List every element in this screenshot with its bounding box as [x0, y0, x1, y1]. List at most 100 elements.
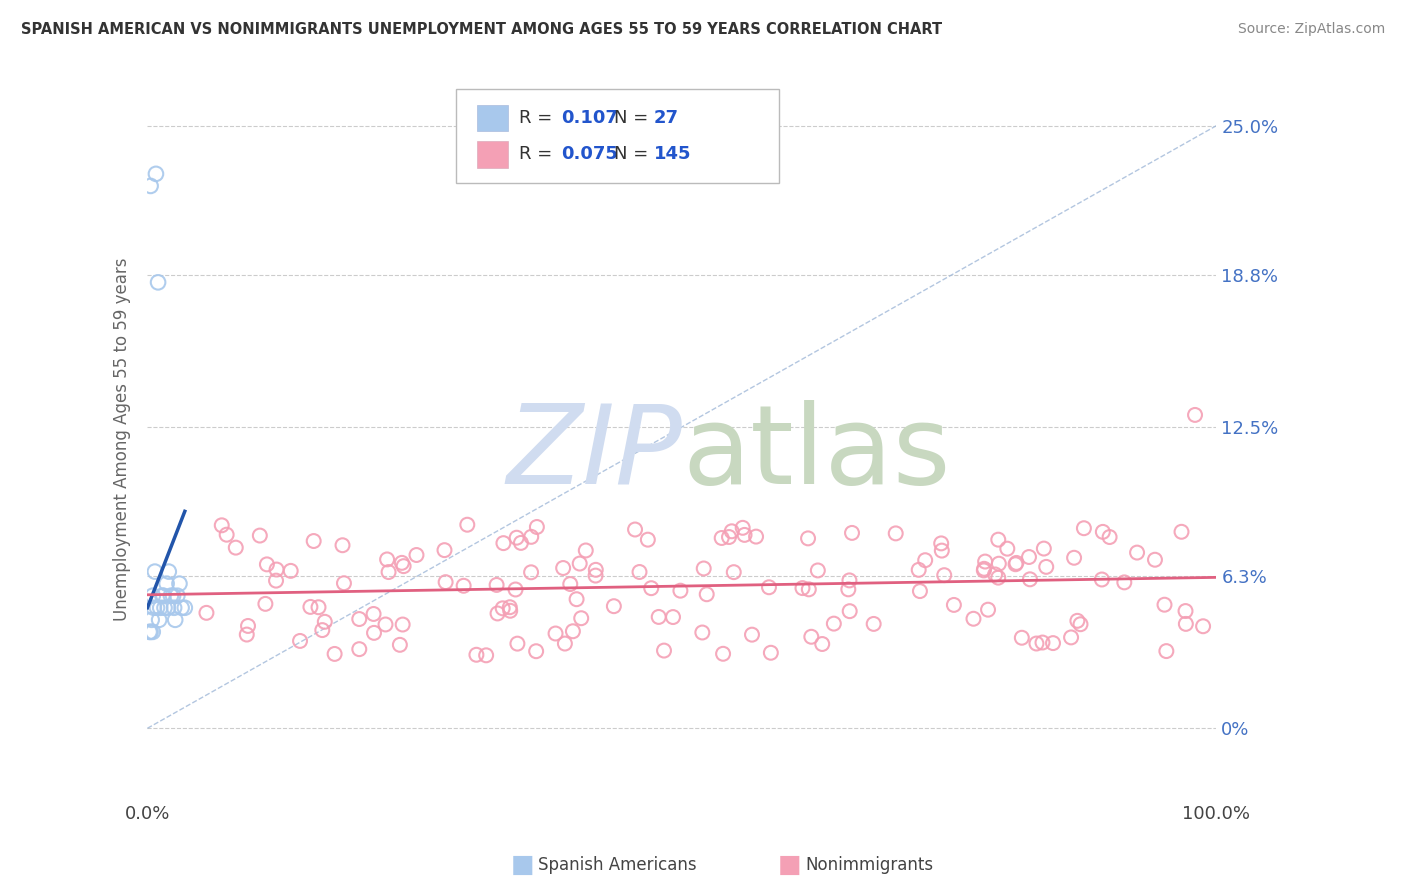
Point	[977, 603, 1000, 617]
Point	[942, 598, 965, 612]
Point	[391, 617, 413, 632]
Point	[603, 599, 626, 614]
Point	[506, 637, 529, 651]
Point	[142, 600, 165, 615]
Point	[156, 576, 179, 591]
Point	[146, 276, 169, 290]
Point	[165, 613, 187, 627]
Text: Spanish Americans: Spanish Americans	[538, 856, 697, 874]
Point	[377, 565, 399, 579]
Text: N =: N =	[614, 145, 654, 163]
Point	[520, 530, 543, 544]
Point	[152, 589, 174, 603]
Point	[745, 530, 768, 544]
Point	[236, 619, 259, 633]
Point	[544, 626, 567, 640]
Point	[465, 648, 488, 662]
Point	[456, 517, 478, 532]
Y-axis label: Unemployment Among Ages 55 to 59 years: Unemployment Among Ages 55 to 59 years	[114, 257, 131, 621]
Point	[166, 589, 188, 603]
Point	[637, 533, 659, 547]
Point	[662, 610, 685, 624]
Point	[565, 592, 588, 607]
Point	[499, 604, 522, 618]
Point	[499, 600, 522, 615]
Point	[585, 568, 607, 582]
Point	[1156, 644, 1178, 658]
Point	[1066, 614, 1088, 628]
Point	[1143, 553, 1166, 567]
Point	[146, 600, 169, 615]
Point	[652, 643, 675, 657]
Point	[628, 565, 651, 579]
Point	[914, 553, 936, 567]
Point	[841, 525, 863, 540]
Point	[299, 599, 322, 614]
Text: SPANISH AMERICAN VS NONIMMIGRANTS UNEMPLOYMENT AMONG AGES 55 TO 59 YEARS CORRELA: SPANISH AMERICAN VS NONIMMIGRANTS UNEMPL…	[21, 22, 942, 37]
Point	[349, 612, 371, 626]
Text: 27: 27	[654, 109, 679, 127]
Point	[1004, 558, 1026, 572]
Point	[526, 520, 548, 534]
Point	[1035, 560, 1057, 574]
Point	[211, 518, 233, 533]
Point	[797, 582, 820, 597]
Point	[561, 624, 583, 639]
Point	[264, 574, 287, 588]
Point	[717, 530, 740, 544]
Point	[1069, 617, 1091, 632]
Point	[807, 564, 830, 578]
Point	[524, 644, 547, 658]
Point	[225, 541, 247, 555]
Point	[800, 630, 823, 644]
Point	[647, 610, 669, 624]
Point	[162, 589, 184, 603]
Point	[332, 538, 354, 552]
Point	[837, 582, 859, 597]
Point	[1170, 524, 1192, 539]
Point	[553, 561, 575, 575]
Point	[195, 606, 218, 620]
Point	[1019, 572, 1042, 586]
Point	[696, 587, 718, 601]
Point	[505, 582, 527, 597]
Point	[585, 563, 607, 577]
Point	[692, 625, 714, 640]
Point	[1060, 631, 1083, 645]
Point	[142, 589, 165, 603]
Point	[731, 521, 754, 535]
Point	[388, 638, 411, 652]
Point	[995, 541, 1018, 556]
Point	[759, 646, 782, 660]
Point	[308, 600, 330, 615]
Point	[1184, 408, 1206, 422]
Text: R =: R =	[519, 145, 558, 163]
Point	[797, 532, 820, 546]
Point	[249, 528, 271, 542]
Text: 0.075: 0.075	[561, 145, 617, 163]
Point	[143, 565, 166, 579]
Point	[1098, 530, 1121, 544]
Point	[505, 531, 527, 545]
Point	[575, 543, 598, 558]
Point	[157, 565, 180, 579]
Point	[1174, 604, 1197, 618]
Point	[987, 533, 1010, 547]
Point	[987, 557, 1010, 571]
Point	[433, 543, 456, 558]
Point	[1091, 573, 1114, 587]
Point	[485, 578, 508, 592]
Point	[1042, 636, 1064, 650]
Point	[453, 579, 475, 593]
Point	[139, 178, 162, 193]
Point	[669, 583, 692, 598]
Point	[1011, 631, 1033, 645]
Point	[510, 536, 533, 550]
Point	[391, 556, 413, 570]
Text: atlas: atlas	[682, 400, 950, 507]
Point	[215, 527, 238, 541]
Point	[741, 628, 763, 642]
Point	[145, 167, 167, 181]
Point	[288, 634, 311, 648]
Text: ■: ■	[778, 854, 801, 877]
